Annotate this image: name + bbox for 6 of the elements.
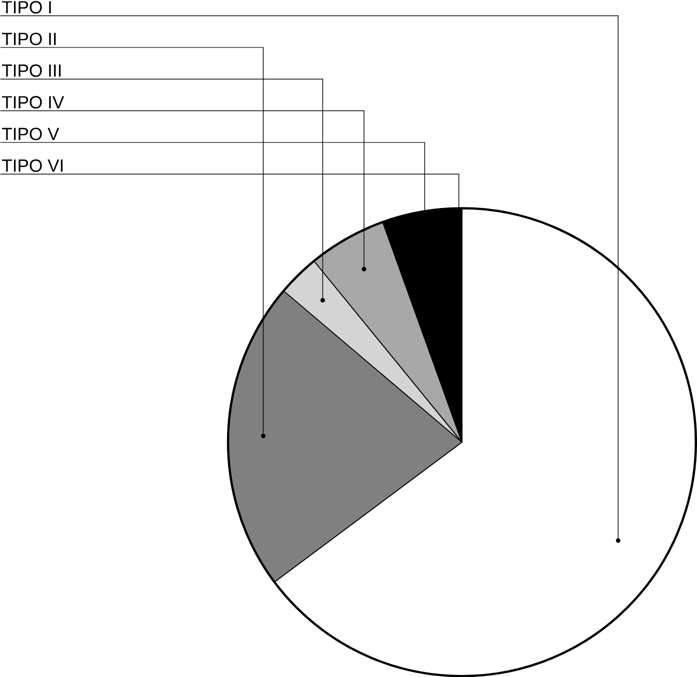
slice-label: TIPO I — [2, 0, 51, 14]
slice-label: TIPO II — [2, 32, 56, 46]
slice-label: TIPO III — [2, 64, 61, 77]
slice-label: TIPO VI — [2, 159, 63, 172]
slice-label: TIPO V — [2, 128, 60, 140]
slice-label: TIPO IV — [2, 96, 64, 108]
